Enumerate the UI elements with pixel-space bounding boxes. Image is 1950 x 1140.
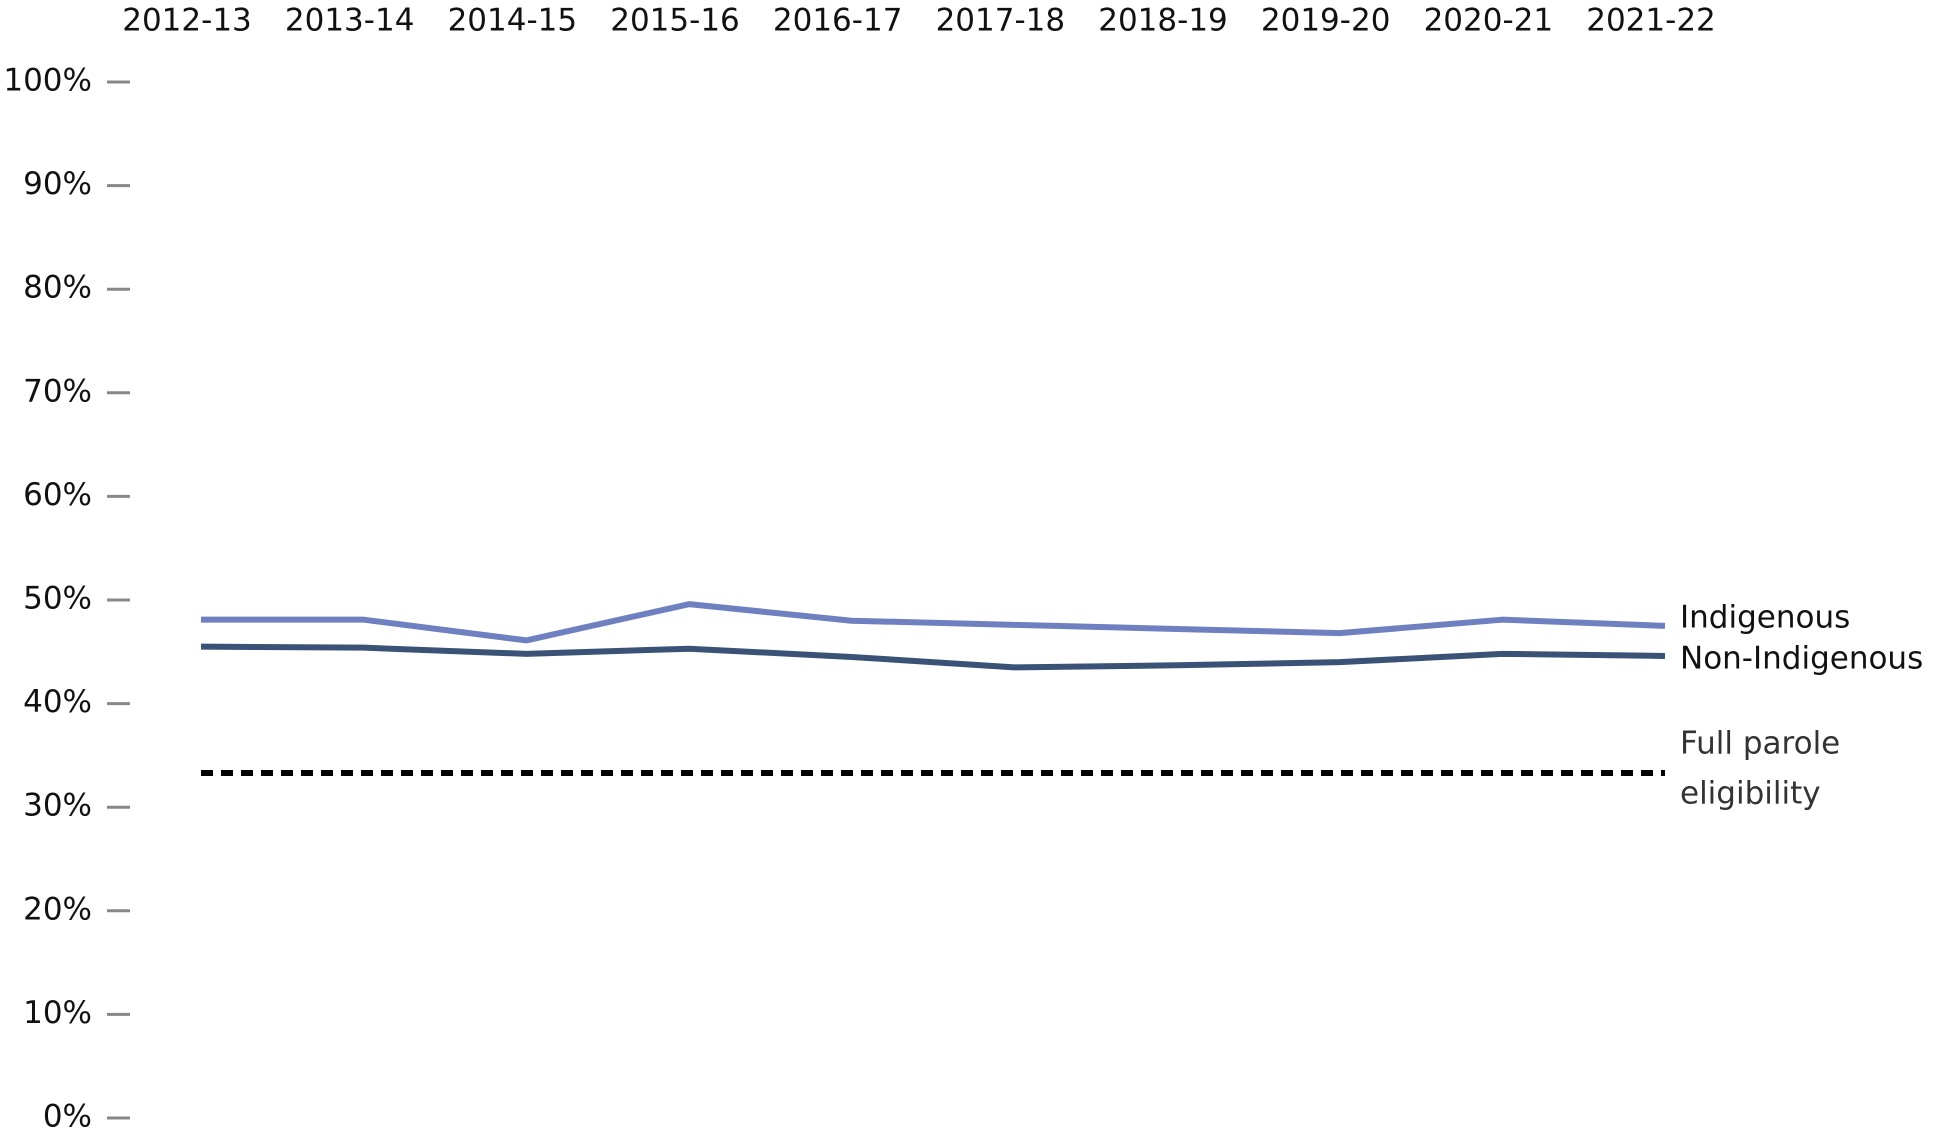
y-tick-label: 30% <box>23 788 92 824</box>
series-line <box>201 601 1666 644</box>
x-tick-label: 2012-13 <box>122 3 252 39</box>
x-tick-label: 2014-15 <box>448 3 578 39</box>
x-tick-label: 2013-14 <box>285 3 415 39</box>
series-line <box>200 643 1666 671</box>
y-tick-label: 20% <box>23 891 92 927</box>
x-tick-label: 2018-19 <box>1098 3 1228 39</box>
x-tick-label: 2020-21 <box>1424 3 1554 39</box>
reference-label: eligibility <box>1680 776 1821 812</box>
reference-label: Full parole <box>1680 726 1840 762</box>
y-tick-label: 100% <box>3 63 92 99</box>
x-tick-label: 2017-18 <box>936 3 1066 39</box>
y-tick-label: 10% <box>23 995 92 1031</box>
series-label: Indigenous <box>1680 599 1850 635</box>
x-tick-label: 2015-16 <box>610 3 740 39</box>
x-tick-label: 2021-22 <box>1586 3 1716 39</box>
y-tick-label: 50% <box>23 581 92 617</box>
y-tick-label: 70% <box>23 373 92 409</box>
x-tick-label: 2016-17 <box>773 3 903 39</box>
series-label: Non-Indigenous <box>1680 640 1923 676</box>
x-tick-label: 2019-20 <box>1261 3 1391 39</box>
y-tick-label: 60% <box>23 477 92 513</box>
y-tick-label: 80% <box>23 270 92 306</box>
y-tick-label: 90% <box>23 166 92 202</box>
y-tick-label: 0% <box>43 1099 92 1135</box>
y-tick-label: 40% <box>23 684 92 720</box>
